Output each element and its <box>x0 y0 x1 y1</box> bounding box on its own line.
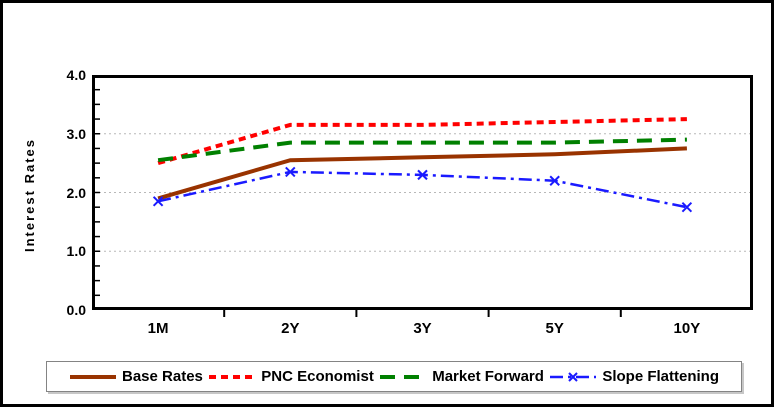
x-tick-label-10Y: 10Y <box>673 320 701 337</box>
series-line-base-rates <box>157 146 687 201</box>
y-tick-label-4.0: 4.0 <box>66 67 86 83</box>
legend-label: Market Forward <box>432 368 544 385</box>
chart-canvas <box>92 75 753 317</box>
legend-line-sample <box>550 371 597 382</box>
legend-line-sample <box>70 374 116 379</box>
x-marker <box>549 175 560 186</box>
legend-label: PNC Economist <box>261 368 374 385</box>
legend-line-sample <box>380 374 427 379</box>
y-tick-label-3.0: 3.0 <box>66 125 86 142</box>
x-marker <box>417 169 428 181</box>
x-tick-label-2Y: 2Y <box>281 320 300 337</box>
series-line-market-forward <box>157 137 687 163</box>
x-marker <box>152 196 164 207</box>
chart-legend: Base Rates PNC Economist Market Forward Slo… <box>46 361 742 392</box>
y-tick-label-2.0: 2.0 <box>66 184 86 201</box>
legend-item-slope-flattening: Slope Flattening <box>549 368 719 385</box>
plot-border <box>92 75 753 310</box>
x-marker <box>285 166 296 178</box>
y-tick-label-0.0: 0.0 <box>66 302 86 318</box>
y-axis-title: Interest Rates <box>22 138 37 252</box>
y-tick-label-1.0: 1.0 <box>66 243 86 260</box>
legend-item-market-forward: Market Forward <box>379 368 544 385</box>
legend-item-pnc-economist: PNC Economist <box>208 368 374 385</box>
series-line-pnc-economist <box>157 117 687 166</box>
x-marker <box>681 201 693 213</box>
legend-line-sample <box>209 374 256 379</box>
legend-item-base-rates: Base Rates <box>69 368 203 385</box>
x-tick-label-5Y: 5Y <box>545 320 564 337</box>
x-tick-label-3Y: 3Y <box>413 320 432 337</box>
legend-label: Slope Flattening <box>602 368 719 385</box>
x-tick-label-1M: 1M <box>147 320 169 337</box>
plot-area <box>92 75 753 317</box>
legend-label: Base Rates <box>122 368 203 385</box>
